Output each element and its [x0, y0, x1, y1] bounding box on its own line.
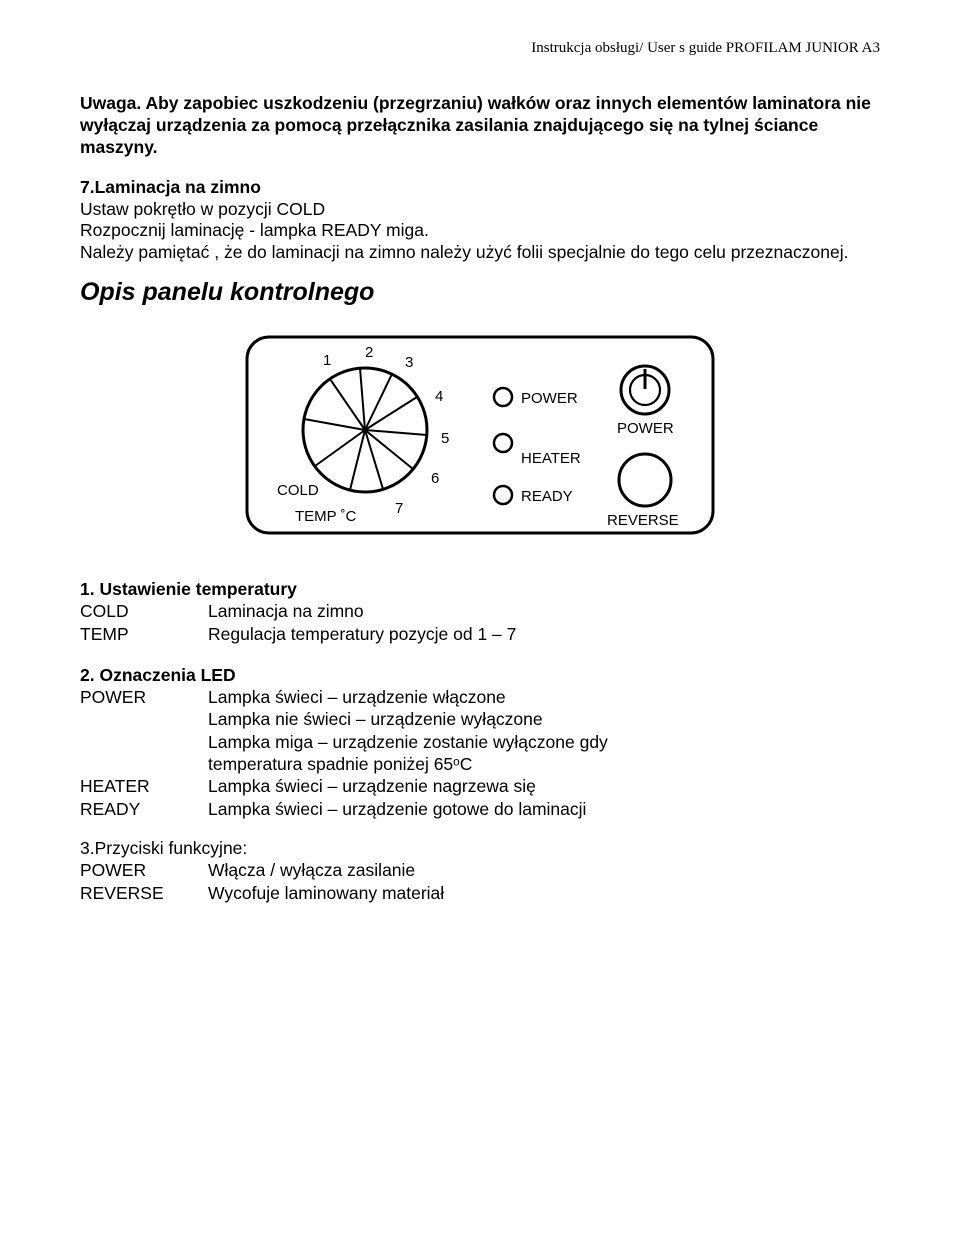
panel-title: Opis panelu kontrolnego: [80, 278, 880, 307]
list-key: [80, 753, 208, 775]
dial-num-3: 3: [405, 354, 413, 371]
section-2-title: 2. Oznaczenia LED: [80, 665, 880, 686]
table-row: READY Lampka świeci – urządzenie gotowe …: [80, 798, 880, 820]
list-val: Lampka miga – urządzenie zostanie wyłącz…: [208, 731, 880, 753]
list-key: HEATER: [80, 775, 208, 797]
section-2: 2. Oznaczenia LED POWER Lampka świeci – …: [80, 665, 880, 820]
list-val: Regulacja temperatury pozycje od 1 – 7: [208, 623, 880, 645]
section-7: 7.Laminacja na zimno Ustaw pokrętło w po…: [80, 177, 880, 265]
table-row: POWER Włącza / wyłącza zasilanie: [80, 859, 880, 881]
control-panel-diagram: 1 2 3 4 5 6 7 COLD TEMP ˚C POWER HEATER …: [80, 335, 880, 535]
power-button[interactable]: [621, 366, 669, 414]
section-7-line1: Ustaw pokrętło w pozycji COLD: [80, 199, 325, 219]
section-1: 1. Ustawienie temperatury COLD Laminacja…: [80, 579, 880, 645]
led-power-label: POWER: [521, 390, 578, 407]
dial-label-cold: COLD: [277, 482, 319, 499]
table-row: Lampka miga – urządzenie zostanie wyłącz…: [80, 731, 880, 753]
list-val: temperatura spadnie poniżej 65ᵒC: [208, 753, 880, 775]
dial-num-2: 2: [365, 344, 373, 361]
list-key: [80, 708, 208, 730]
led-ready-label: READY: [521, 488, 573, 505]
power-button-label: POWER: [617, 420, 674, 437]
list-key: POWER: [80, 859, 208, 881]
led-ready-icon: [494, 486, 512, 504]
table-row: POWER Lampka świeci – urządzenie włączon…: [80, 686, 880, 708]
list-key: POWER: [80, 686, 208, 708]
section-7-title: 7.Laminacja na zimno: [80, 177, 261, 197]
list-val: Włącza / wyłącza zasilanie: [208, 859, 880, 881]
panel-svg: 1 2 3 4 5 6 7 COLD TEMP ˚C POWER HEATER …: [245, 335, 715, 535]
led-power-icon: [494, 388, 512, 406]
led-heater-label: HEATER: [521, 450, 581, 467]
page: Instrukcja obsługi/ User s guide PROFILA…: [0, 0, 960, 962]
list-key: TEMP: [80, 623, 208, 645]
table-row: HEATER Lampka świeci – urządzenie nagrze…: [80, 775, 880, 797]
table-row: REVERSE Wycofuje laminowany materiał: [80, 882, 880, 904]
dial-num-5: 5: [441, 430, 449, 447]
section-3-title: 3.Przyciski funkcyjne:: [80, 838, 880, 859]
dial-num-7: 7: [395, 500, 403, 517]
dial-num-1: 1: [323, 352, 331, 369]
list-val: Wycofuje laminowany materiał: [208, 882, 880, 904]
dial-label-temp: TEMP ˚C: [295, 508, 357, 525]
table-row: Lampka nie świeci – urządzenie wyłączone: [80, 708, 880, 730]
dial-num-4: 4: [435, 388, 443, 405]
list-key: COLD: [80, 600, 208, 622]
list-val: Lampka świeci – urządzenie nagrzewa się: [208, 775, 880, 797]
intro-paragraph: Uwaga. Aby zapobiec uszkodzeniu (przegrz…: [80, 93, 880, 159]
led-heater-icon: [494, 434, 512, 452]
header-right: Instrukcja obsługi/ User s guide PROFILA…: [80, 40, 880, 57]
list-val: Lampka nie świeci – urządzenie wyłączone: [208, 708, 880, 730]
section-7-line2: Rozpocznij laminację - lampka READY miga…: [80, 220, 429, 240]
list-key: READY: [80, 798, 208, 820]
list-val: Laminacja na zimno: [208, 600, 880, 622]
list-val: Lampka świeci – urządzenie włączone: [208, 686, 880, 708]
dial-num-6: 6: [431, 470, 439, 487]
section-7-line3: Należy pamiętać , że do laminacji na zim…: [80, 242, 848, 262]
table-row: TEMP Regulacja temperatury pozycje od 1 …: [80, 623, 880, 645]
table-row: COLD Laminacja na zimno: [80, 600, 880, 622]
section-1-title: 1. Ustawienie temperatury: [80, 579, 880, 600]
reverse-button[interactable]: [619, 454, 671, 506]
table-row: temperatura spadnie poniżej 65ᵒC: [80, 753, 880, 775]
list-key: REVERSE: [80, 882, 208, 904]
intro-bold: Uwaga. Aby zapobiec uszkodzeniu (przegrz…: [80, 93, 871, 157]
list-val: Lampka świeci – urządzenie gotowe do lam…: [208, 798, 880, 820]
list-key: [80, 731, 208, 753]
reverse-button-label: REVERSE: [607, 512, 679, 529]
section-3: 3.Przyciski funkcyjne: POWER Włącza / wy…: [80, 838, 880, 904]
